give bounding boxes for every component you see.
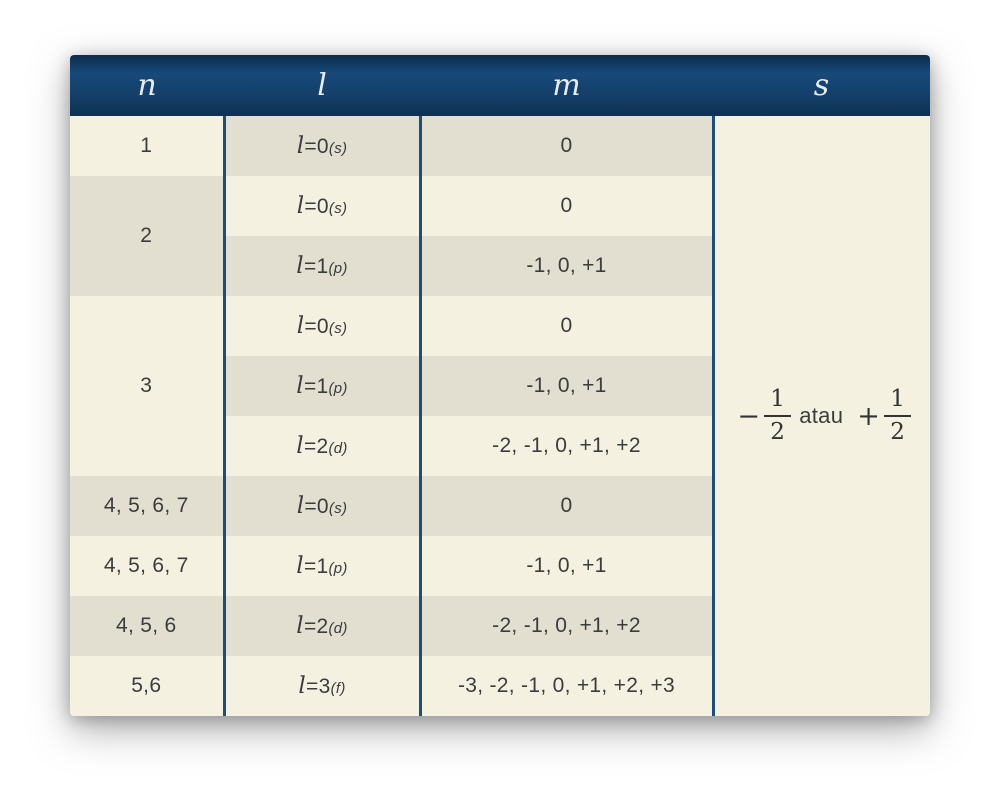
cell-n: 4, 5, 6 — [70, 596, 224, 656]
l-variable: l — [296, 433, 304, 459]
fraction-numerator: 1 — [884, 385, 912, 417]
column-header-s: s — [713, 55, 930, 116]
cell-m: -3, -2, -1, 0, +1, +2, +3 — [418, 656, 713, 716]
table-row: 4, 5, 6, 7 l=0(s) 0 — [70, 476, 930, 536]
cell-m: 0 — [418, 176, 713, 236]
orbital-label: (p) — [328, 560, 348, 577]
orbital-label: (d) — [328, 620, 348, 637]
cell-m: -1, 0, +1 — [418, 236, 713, 296]
l-value: =0 — [304, 315, 329, 338]
cell-n: 4, 5, 6, 7 — [70, 476, 224, 536]
table-row: l=1(p) -1, 0, +1 — [70, 356, 930, 416]
l-value: =1 — [303, 255, 329, 278]
l-variable: l — [296, 373, 304, 399]
orbital-label: (s) — [328, 320, 348, 337]
table-row: 2 l=0(s) 0 — [70, 176, 930, 296]
cell-m: -1, 0, +1 — [418, 536, 713, 596]
orbital-label: (s) — [328, 140, 348, 157]
cell-n-merged: 3 — [70, 296, 224, 476]
orbital-label: (d) — [328, 440, 348, 457]
l-variable: l — [296, 253, 304, 279]
orbital-label: (p) — [328, 380, 348, 397]
l-variable: l — [296, 553, 304, 579]
table-row: 4, 5, 6 l=2(d) -2, -1, 0, +1, +2 — [70, 596, 930, 656]
table-row: l=1(p) -1, 0, +1 — [70, 236, 930, 296]
l-value: =1 — [303, 555, 329, 578]
cell-m: 0 — [418, 296, 713, 356]
cell-m: -2, -1, 0, +1, +2 — [418, 416, 713, 476]
l-value: =1 — [303, 375, 329, 398]
cell-n: 4, 5, 6, 7 — [70, 536, 224, 596]
orbital-label: (p) — [328, 260, 348, 277]
column-header-m: m — [420, 55, 713, 116]
cell-l: l=0(s) — [222, 116, 420, 176]
conjunction-atau: atau — [799, 403, 844, 428]
cell-l: l=2(d) — [222, 416, 420, 476]
table-row: 4, 5, 6, 7 l=1(p) -1, 0, +1 — [70, 536, 930, 596]
l-variable: l — [296, 493, 305, 519]
l-value: =2 — [303, 435, 329, 458]
cell-n-merged: 2 — [70, 176, 224, 296]
l-value: =2 — [303, 615, 329, 638]
fraction-numerator: 1 — [764, 385, 792, 417]
cell-m: -2, -1, 0, +1, +2 — [418, 596, 713, 656]
header-row: n l m s — [70, 55, 930, 116]
l-variable: l — [296, 313, 305, 339]
cell-m: -1, 0, +1 — [418, 356, 713, 416]
orbital-label: (s) — [328, 200, 348, 217]
plus-sign: + — [857, 400, 881, 432]
l-variable: l — [298, 673, 307, 699]
l-variable: l — [296, 193, 305, 219]
l-variable: l — [296, 613, 304, 639]
cell-l: l=2(d) — [222, 596, 420, 656]
column-header-l: l — [224, 55, 420, 116]
l-value: =3 — [306, 675, 331, 698]
orbital-label: (s) — [328, 500, 348, 517]
l-value: =0 — [304, 195, 329, 218]
minus-sign: − — [737, 400, 761, 432]
cell-l: l=1(p) — [222, 356, 420, 416]
table-row: 3 l=0(s) 0 — [70, 296, 930, 476]
l-value: =0 — [304, 135, 329, 158]
l-variable: l — [296, 133, 305, 159]
cell-l: l=1(p) — [222, 236, 420, 296]
orbital-label: (f) — [330, 680, 346, 697]
cell-n: 5,6 — [70, 656, 224, 716]
fraction-denominator: 2 — [890, 419, 906, 445]
l-value: =0 — [304, 495, 329, 518]
table-row: 5,6 l=3(f) -3, -2, -1, 0, +1, +2, +3 — [70, 656, 930, 716]
cell-m: 0 — [418, 116, 713, 176]
table-row: l=2(d) -2, -1, 0, +1, +2 — [70, 416, 930, 476]
cell-l: l=0(s) — [222, 296, 420, 356]
column-header-n: n — [70, 55, 224, 116]
fraction-denominator: 2 — [770, 419, 786, 445]
cell-n: 1 — [70, 116, 224, 176]
cell-l: l=0(s) — [222, 176, 420, 236]
cell-l: l=3(f) — [222, 656, 420, 716]
cell-m: 0 — [418, 476, 713, 536]
cell-l: l=1(p) — [222, 536, 420, 596]
cell-l: l=0(s) — [222, 476, 420, 536]
